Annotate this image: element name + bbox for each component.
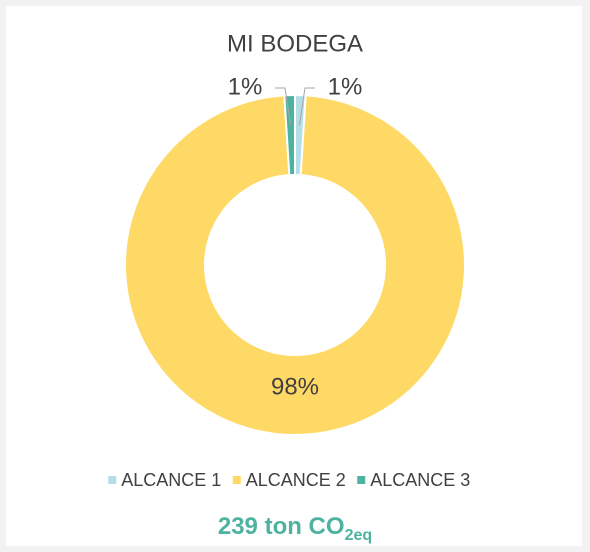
data-label: 1% bbox=[228, 73, 263, 100]
leader-line bbox=[298, 87, 315, 126]
legend-label: ALCANCE 2 bbox=[246, 470, 346, 490]
footer-subscript: 2eq bbox=[345, 527, 373, 544]
chart-area bbox=[6, 6, 582, 546]
slice bbox=[283, 93, 296, 177]
footer: 239 ton CO2eq bbox=[218, 513, 372, 544]
data-label: 98% bbox=[271, 373, 319, 400]
legend-swatch bbox=[357, 476, 366, 484]
legend-swatch bbox=[108, 476, 117, 484]
footer-text: 239 ton CO bbox=[218, 513, 345, 540]
legend-label: ALCANCE 3 bbox=[370, 470, 470, 490]
slice bbox=[124, 94, 466, 436]
chart-title: MI BODEGA bbox=[227, 30, 363, 57]
data-label: 1% bbox=[328, 73, 363, 100]
legend-label: ALCANCE 1 bbox=[121, 470, 221, 490]
leader-line bbox=[275, 87, 292, 126]
legend-swatch bbox=[232, 476, 241, 484]
